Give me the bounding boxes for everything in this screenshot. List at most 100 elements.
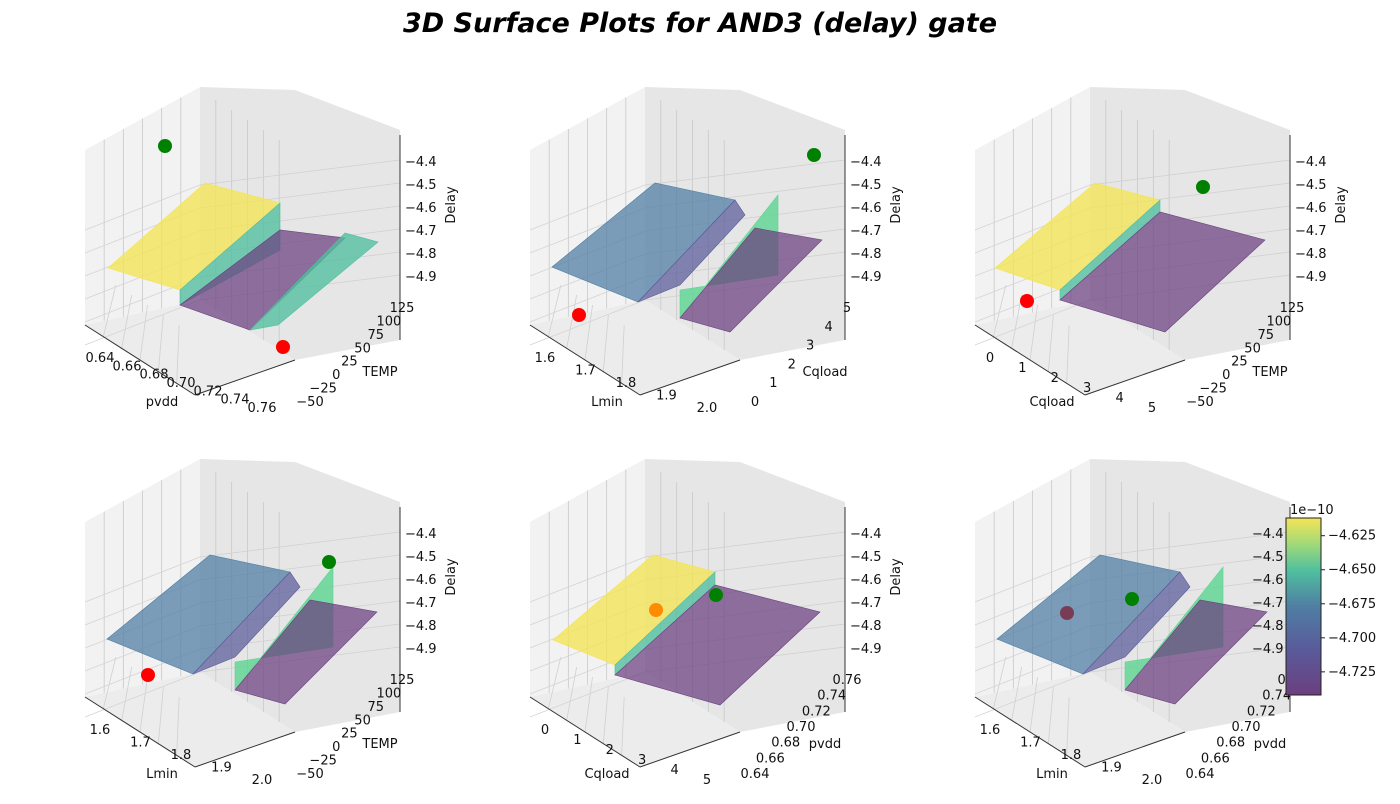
highlight-point — [709, 588, 723, 602]
y-axis-line — [1084, 359, 1186, 396]
subplot-5: 0 1 2 3 4 5 Cqload 0.640.660.680.700.720.740.76… — [529, 459, 904, 788]
grid-line — [602, 314, 609, 372]
grid-line — [992, 656, 1007, 709]
z-tick-label: −4.4 — [1295, 155, 1327, 170]
x-tick-label: 3 — [1083, 381, 1091, 396]
highlight-point — [276, 340, 290, 354]
grid-line — [121, 666, 133, 721]
highlight-point — [1060, 606, 1074, 620]
x-tick-label: 0.66 — [113, 359, 142, 374]
z-axis-label: Delay — [889, 558, 904, 596]
x-tick-label: 1.6 — [90, 723, 111, 738]
y-tick-label: 0.74 — [1262, 689, 1291, 704]
highlight-point — [1196, 180, 1210, 194]
z-tick-label: −4.5 — [405, 550, 437, 565]
grid-line — [644, 159, 846, 186]
z-tick-label: −4.8 — [405, 619, 437, 634]
pane-floor — [530, 300, 740, 395]
y-axis-label: pvdd — [1254, 737, 1286, 752]
z-tick-label: −4.9 — [850, 270, 882, 285]
y-axis-label: TEMP — [1251, 365, 1287, 380]
x-tick-label: 2.0 — [252, 773, 273, 788]
grid-line — [176, 696, 180, 756]
grid-line — [566, 294, 578, 349]
highlight-point — [141, 668, 155, 682]
grid-line — [529, 184, 646, 231]
z-axis-label: Delay — [444, 558, 459, 596]
surface-low-plateau — [614, 584, 821, 706]
x-axis-label: pvdd — [146, 395, 178, 410]
x-axis-label: Lmin — [146, 767, 178, 782]
y-tick-label: 0.76 — [833, 673, 862, 688]
y-tick-label: 3 — [806, 339, 814, 354]
x-tick-label: 1.7 — [575, 364, 596, 379]
y-tick-label: 50 — [1244, 341, 1261, 356]
z-tick-label: −4.7 — [405, 224, 437, 239]
z-tick-label: −4.9 — [405, 642, 437, 657]
y-tick-label: 1 — [769, 376, 777, 391]
grid-line — [1066, 696, 1070, 756]
z-tick-label: −4.7 — [1252, 596, 1284, 611]
subplot-1: 0.640.660.680.700.720.740.76 pvdd −50−2502… — [84, 87, 459, 416]
y-tick-label: −25 — [309, 382, 336, 397]
y-tick-label: 0 — [332, 740, 340, 755]
x-tick-label: 0.64 — [86, 351, 115, 366]
pane-floor — [85, 672, 295, 767]
z-tick-label: −4.8 — [850, 619, 882, 634]
x-tick-label: 2.0 — [1142, 773, 1163, 788]
x-tick-label: 1.7 — [1020, 736, 1041, 751]
surface-low-plateau — [1059, 211, 1266, 333]
z-tick-label: −4.6 — [1295, 201, 1327, 216]
x-tick-label: 1.8 — [1061, 748, 1082, 763]
grid-line — [1089, 159, 1291, 186]
z-axis-label: Delay — [1334, 186, 1349, 224]
surface-low-plateau — [234, 599, 378, 705]
y-tick-label: 75 — [367, 700, 384, 715]
grid-line — [644, 531, 846, 558]
y-axis-line — [639, 731, 741, 768]
grid-line — [102, 284, 117, 337]
z-tick-label: −4.4 — [405, 527, 437, 542]
x-axis-line — [974, 696, 1086, 768]
x-axis-label: Cqload — [584, 767, 629, 782]
x-tick-label: 1.8 — [171, 748, 192, 763]
y-tick-label: −50 — [296, 767, 323, 782]
grid-line — [1066, 324, 1070, 384]
y-axis-label: pvdd — [809, 737, 841, 752]
y-tick-label: −50 — [1186, 395, 1213, 410]
y-axis-label: TEMP — [361, 365, 397, 380]
y-tick-label: 0.68 — [771, 736, 800, 751]
grid-line — [1029, 304, 1038, 361]
grid-line — [199, 531, 401, 558]
x-axis-line — [84, 696, 196, 768]
z-tick-label: −4.8 — [850, 247, 882, 262]
colorbar-exponent: 1e−10 — [1290, 503, 1334, 518]
pane-floor — [85, 300, 295, 395]
y-tick-label: 0.66 — [756, 751, 785, 766]
x-axis-line — [529, 696, 641, 768]
y-axis-label: TEMP — [361, 737, 397, 752]
z-tick-label: −4.7 — [1295, 224, 1327, 239]
highlight-point — [807, 148, 821, 162]
y-tick-label: −50 — [296, 395, 323, 410]
grid-line — [621, 696, 625, 756]
z-tick-label: −4.8 — [405, 247, 437, 262]
surface-dip — [192, 571, 301, 675]
x-tick-label: 1.7 — [130, 736, 151, 751]
x-tick-label: 5 — [1148, 401, 1156, 416]
x-axis-label: Lmin — [591, 395, 623, 410]
x-tick-label: 0.74 — [221, 393, 250, 408]
surface-dip — [637, 199, 746, 303]
grid-line — [102, 656, 117, 709]
grid-line — [121, 294, 133, 349]
y-tick-label: 125 — [1280, 301, 1305, 316]
z-tick-label: −4.6 — [850, 201, 882, 216]
y-tick-label: 0 — [332, 368, 340, 383]
y-tick-label: −25 — [309, 754, 336, 769]
y-tick-label: 50 — [354, 713, 371, 728]
z-tick-label: −4.9 — [850, 642, 882, 657]
surface-low-plateau — [679, 227, 823, 333]
z-tick-label: −4.7 — [405, 596, 437, 611]
